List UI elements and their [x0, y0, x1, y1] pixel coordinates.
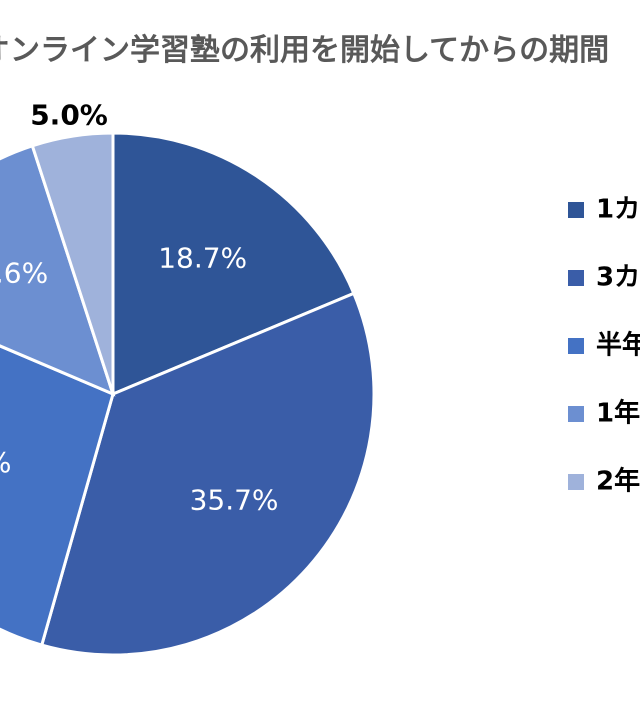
data-label-5: 5.0% — [30, 98, 108, 131]
legend-label-2: 3カ月未満 — [596, 263, 640, 293]
legend-swatch-5 — [568, 474, 584, 490]
legend-swatch-4 — [568, 406, 584, 422]
legend-label-4: 1年未満 — [596, 398, 640, 429]
data-label-2: 35.7% — [190, 483, 279, 516]
pie-slice-2 — [39, 291, 376, 657]
legend-swatch-3 — [568, 338, 584, 354]
pie-slice-5 — [30, 131, 115, 395]
pie-slices — [0, 131, 376, 657]
pie-slice-1 — [111, 131, 356, 397]
pie-slice-3 — [0, 344, 115, 647]
legend-label-5: 2年未満 — [596, 466, 640, 497]
data-label-4: 13.6% — [0, 257, 48, 290]
legend-swatch-1 — [568, 202, 584, 218]
data-labels: 18.7% 35.7% 27.0% 13.6% 5.0% — [0, 98, 279, 516]
legend-label-1: 1カ月未満 — [596, 195, 640, 225]
legend-swatch-2 — [568, 270, 584, 286]
data-label-1: 18.7% — [158, 241, 247, 274]
chart-title: オンライン学習塾の利用を開始してからの期間 — [0, 33, 609, 68]
legend-label-3: 半年未満 — [596, 330, 640, 361]
legend: 1カ月未満 3カ月未満半年未満 1年未満 2年未満 — [568, 195, 640, 497]
data-label-3: 27.0% — [0, 446, 11, 479]
pie-slice-4 — [0, 143, 116, 397]
